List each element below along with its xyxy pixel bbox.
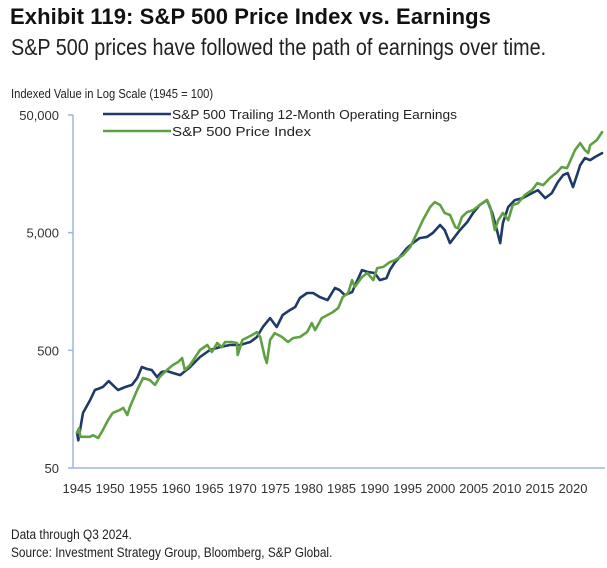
x-tick-label: 1995 — [393, 481, 422, 496]
source-note: Source: Investment Strategy Group, Bloom… — [11, 545, 333, 560]
x-tick-label: 1955 — [129, 481, 158, 496]
x-tick-label: 2005 — [459, 481, 488, 496]
price-line — [75, 130, 604, 440]
y-tick-label: 50,000 — [19, 108, 59, 123]
chart-title: Exhibit 119: S&P 500 Price Index vs. Ear… — [10, 4, 491, 29]
y-tick-label: 500 — [37, 343, 59, 358]
y-axis-ticks: 50 500 5,000 50,000 — [19, 108, 73, 476]
legend-label: S&P 500 Price Index — [172, 124, 312, 139]
x-tick-label: 2000 — [426, 481, 455, 496]
x-tick-label: 1975 — [261, 481, 290, 496]
y-tick-label: 50 — [45, 461, 59, 476]
x-tick-label: 1970 — [228, 481, 257, 496]
x-tick-label: 1945 — [63, 481, 92, 496]
x-tick-label: 2010 — [492, 481, 521, 496]
x-tick-label: 1980 — [294, 481, 323, 496]
x-tick-label: 1950 — [96, 481, 125, 496]
x-tick-label: 1990 — [360, 481, 389, 496]
legend-label: S&P 500 Trailing 12-Month Operating Earn… — [172, 107, 458, 122]
x-tick-label: 1965 — [195, 481, 224, 496]
x-tick-label: 1985 — [327, 481, 356, 496]
footnote: Data through Q3 2024. — [11, 527, 132, 542]
chart-subtitle: S&P 500 prices have followed the path of… — [11, 34, 547, 60]
legend: S&P 500 Trailing 12-Month Operating Earn… — [103, 107, 458, 139]
x-tick-label: 1960 — [162, 481, 191, 496]
y-axis-label: Indexed Value in Log Scale (1945 = 100) — [11, 86, 214, 101]
series-lines — [75, 130, 604, 442]
x-tick-label: 2020 — [558, 481, 587, 496]
x-axis-ticks: 1945 1950 1955 1960 1965 1970 1975 1980 1985 1990… — [63, 481, 588, 496]
x-tick-label: 2015 — [525, 481, 554, 496]
y-tick-label: 5,000 — [26, 226, 59, 241]
axes — [72, 115, 605, 469]
